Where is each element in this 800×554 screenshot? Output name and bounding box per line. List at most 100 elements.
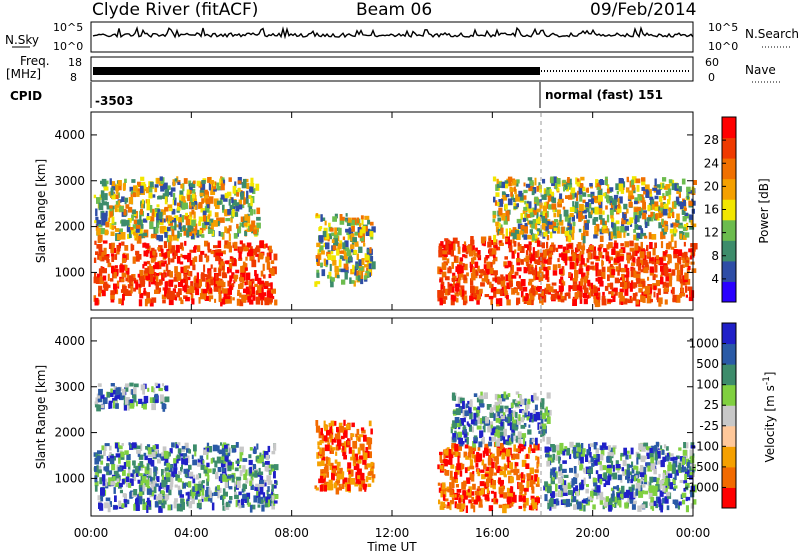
echo-cell — [204, 221, 210, 226]
echo-cell — [146, 297, 151, 304]
echo-cell — [662, 485, 666, 492]
echo-cell — [522, 217, 526, 222]
echo-cell — [320, 214, 323, 222]
echo-cell — [518, 190, 523, 197]
echo-cell — [192, 494, 195, 499]
echo-cell — [637, 478, 641, 485]
echo-cell — [572, 299, 577, 305]
echo-cell — [490, 427, 496, 436]
echo-cell — [656, 184, 661, 188]
echo-cell — [271, 503, 275, 510]
echo-cell — [531, 486, 535, 494]
echo-cell — [536, 271, 540, 277]
echo-cell — [513, 444, 516, 452]
echo-cell — [468, 424, 472, 432]
echo-cell — [266, 493, 272, 499]
echo-cell — [619, 297, 624, 302]
echo-cell — [615, 183, 620, 191]
echo-cell — [485, 255, 490, 259]
echo-cell — [483, 270, 487, 275]
echo-cell — [369, 437, 373, 445]
echo-cell — [115, 473, 120, 481]
echo-cell — [468, 446, 474, 454]
echo-cell — [246, 195, 252, 199]
echo-cell — [629, 283, 633, 289]
echo-cell — [160, 248, 164, 254]
echo-cell — [260, 270, 264, 277]
echo-cell — [151, 403, 156, 411]
echo-cell — [161, 294, 166, 300]
echo-cell — [237, 499, 241, 506]
echo-cell — [599, 497, 605, 501]
echo-cell — [212, 444, 218, 452]
echo-cell — [523, 296, 529, 301]
echo-cell — [620, 247, 626, 254]
echo-cell — [633, 270, 637, 278]
echo-cell — [641, 484, 646, 488]
echo-cell — [460, 285, 465, 291]
echo-cell — [439, 465, 443, 470]
echo-cell — [516, 203, 519, 208]
echo-cell — [437, 266, 440, 275]
y-tick-label: 1000 — [54, 265, 85, 279]
echo-cell — [535, 259, 540, 265]
echo-cell — [194, 286, 198, 291]
echo-cell — [357, 275, 361, 282]
echo-cell — [333, 437, 337, 443]
echo-cell — [665, 184, 671, 190]
echo-cell — [246, 190, 249, 199]
echo-cell — [315, 214, 321, 219]
echo-cell — [543, 202, 547, 206]
echo-cell — [518, 275, 521, 279]
echo-cell — [177, 282, 183, 287]
echo-cell — [481, 474, 486, 480]
echo-cell — [161, 383, 164, 387]
echo-cell — [167, 226, 171, 232]
echo-cell — [116, 249, 120, 255]
echo-cell — [498, 504, 503, 509]
echo-cell — [188, 271, 193, 277]
echo-cell — [652, 187, 658, 191]
echo-cell — [530, 254, 536, 262]
echo-cell — [189, 489, 193, 497]
echo-cell — [470, 273, 476, 281]
echo-cell — [96, 404, 101, 412]
echo-cell — [231, 197, 234, 203]
echo-cell — [671, 287, 675, 295]
echo-cell — [191, 454, 194, 459]
echo-cell — [469, 459, 474, 467]
echo-cell — [684, 469, 688, 475]
echo-cell — [621, 221, 625, 230]
echo-cell — [497, 202, 500, 207]
echo-cell — [260, 299, 264, 306]
echo-cell — [524, 222, 528, 228]
echo-cell — [236, 476, 242, 481]
echo-cell — [200, 464, 206, 470]
echo-cell — [320, 427, 323, 436]
echo-cell — [249, 504, 253, 513]
echo-cell — [254, 283, 258, 287]
echo-cell — [130, 243, 133, 252]
echo-cell — [531, 498, 535, 504]
echo-cell — [511, 288, 516, 295]
echo-cell — [271, 468, 274, 472]
echo-cell — [200, 208, 205, 213]
echo-cell — [592, 265, 597, 271]
echo-cell — [438, 245, 443, 253]
echo-cell — [223, 250, 226, 255]
echo-cell — [168, 235, 173, 242]
echo-cell — [100, 190, 105, 198]
echo-cell — [248, 281, 252, 289]
echo-cell — [230, 474, 234, 478]
echo-cell — [598, 201, 603, 210]
echo-cell — [336, 426, 339, 433]
echo-cell — [471, 426, 474, 433]
echo-cell — [364, 215, 370, 220]
echo-cell — [227, 280, 230, 287]
echo-cell — [206, 452, 209, 460]
echo-cell — [678, 275, 682, 282]
echo-cell — [612, 472, 618, 480]
echo-cell — [668, 208, 671, 216]
echo-cell — [200, 288, 204, 297]
echo-cell — [603, 483, 607, 487]
